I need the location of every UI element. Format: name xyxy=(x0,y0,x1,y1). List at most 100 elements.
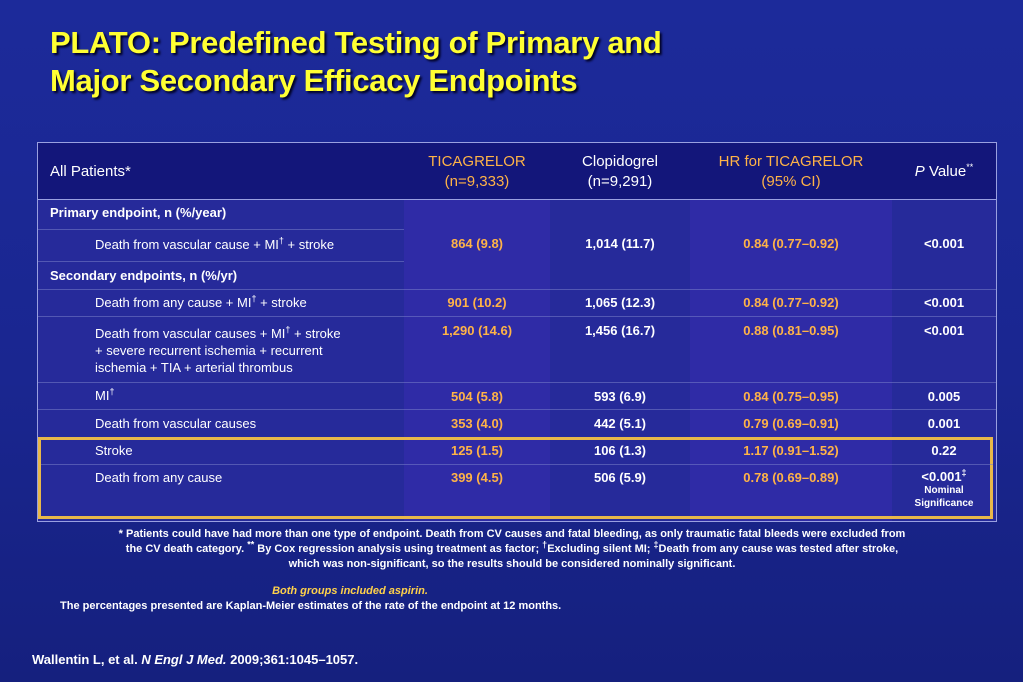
row-1-clopidogrel: 1,065 (12.3) xyxy=(584,295,656,310)
citation-journal: N Engl J Med. xyxy=(141,652,227,667)
slide-title-line-1: PLATO: Predefined Testing of Primary and xyxy=(50,25,662,60)
header-p-value: P Value** xyxy=(892,162,996,182)
row-mi-label: MI† xyxy=(95,386,115,403)
hr-column-band xyxy=(690,143,892,521)
header-hr-name: HR for TICAGRELOR xyxy=(718,153,864,170)
row-divider xyxy=(41,464,993,465)
row-any-death-label: Death from any cause xyxy=(95,470,223,485)
footnote-text: Excluding silent MI; xyxy=(547,543,654,555)
header-all-patients: All Patients* xyxy=(50,163,131,180)
citation-details: 2009;361:1045–1057. xyxy=(226,652,359,667)
footnote-text: By Cox regression analysis using treatme… xyxy=(254,543,543,555)
header-clopidogrel-name: Clopidogrel xyxy=(582,153,658,170)
p-value-text: <0.001‡ xyxy=(892,467,996,484)
primary-section-label: Primary endpoint, n (%/year) xyxy=(50,205,227,220)
header-clopidogrel-n: (n=9,291) xyxy=(587,173,653,190)
row-divider xyxy=(38,382,996,383)
header-p-italic: P xyxy=(914,163,925,180)
header-ticagrelor: TICAGRELOR (n=9,333) xyxy=(404,152,550,192)
aspirin-note: Both groups included aspirin. xyxy=(272,585,428,597)
row-3-p-value: 0.005 xyxy=(927,389,961,404)
row-0-p-value: <0.001 xyxy=(923,236,965,251)
row-2-p-value: <0.001 xyxy=(923,323,965,338)
header-hazard-ratio: HR for TICAGRELOR (95% CI) xyxy=(690,152,892,192)
row-2-hazard-ratio: 0.88 (0.81–0.95) xyxy=(743,323,839,338)
row-4-clopidogrel: 442 (5.1) xyxy=(593,416,647,431)
label-line-3: ischemia + TIA + arterial thrombus xyxy=(95,360,293,375)
row-1-p-value: <0.001 xyxy=(923,295,965,310)
row-0-hazard-ratio: 0.84 (0.77–0.92) xyxy=(743,236,839,251)
row-1-hazard-ratio: 0.84 (0.77–0.92) xyxy=(743,295,839,310)
label-text: MI xyxy=(95,388,110,403)
row-3-hazard-ratio: 0.84 (0.75–0.95) xyxy=(743,389,839,404)
header-clopidogrel: Clopidogrel (n=9,291) xyxy=(550,152,690,192)
table-header: All Patients* TICAGRELOR (n=9,333) Clopi… xyxy=(38,143,996,200)
footnote-text: the CV death category. xyxy=(125,543,248,555)
label-text: + stroke xyxy=(256,295,307,310)
row-divider xyxy=(38,316,996,317)
p-value-sup: ‡ xyxy=(961,467,967,478)
slide-title-line-2: Major Secondary Efficacy Endpoints xyxy=(50,63,578,98)
footnote-text: Death from any cause was tested after st… xyxy=(658,543,899,555)
row-5-p-value: 0.22 xyxy=(931,443,957,458)
row-secondary-any-cause-composite-label: Death from any cause + MI† + stroke xyxy=(95,293,307,310)
label-line-1: Death from vascular causes + MI† + strok… xyxy=(95,325,341,342)
footnote-line-2: the CV death category. ** By Cox regress… xyxy=(40,539,984,557)
label-text: Death from any cause + MI xyxy=(95,295,252,310)
label-sup: † xyxy=(109,386,115,397)
row-4-hazard-ratio: 0.79 (0.69–0.91) xyxy=(743,416,839,431)
header-p-rest: Value xyxy=(924,163,967,180)
row-2-ticagrelor: 1,290 (14.6) xyxy=(441,323,513,338)
footnote: * Patients could have had more than one … xyxy=(40,527,984,572)
slide-title: PLATO: Predefined Testing of Primary and… xyxy=(50,24,950,100)
row-6-hazard-ratio: 0.78 (0.69–0.89) xyxy=(743,470,839,485)
row-6-p-value: <0.001‡ Nominal Significance xyxy=(892,467,996,510)
ticagrelor-column-band xyxy=(404,143,550,521)
results-table: All Patients* TICAGRELOR (n=9,333) Clopi… xyxy=(37,142,997,522)
row-secondary-extended-composite-label: Death from vascular causes + MI† + strok… xyxy=(95,325,341,376)
row-vascular-death-label: Death from vascular causes xyxy=(95,416,257,431)
header-p-sup: ** xyxy=(966,162,974,172)
footnote-line-1: * Patients could have had more than one … xyxy=(118,528,906,540)
header-ticagrelor-n: (n=9,333) xyxy=(444,173,510,190)
footnote-sup: † xyxy=(542,539,548,550)
row-divider xyxy=(38,229,404,230)
row-3-ticagrelor: 504 (5.8) xyxy=(450,389,504,404)
row-stroke-label: Stroke xyxy=(95,443,133,458)
highlight-box xyxy=(38,437,993,519)
header-hr-ci: (95% CI) xyxy=(761,173,821,190)
row-0-ticagrelor: 864 (9.8) xyxy=(450,236,504,251)
label-text: Death from vascular causes + MI xyxy=(95,326,286,341)
label-text: + stroke xyxy=(283,237,335,252)
citation: Wallentin L, et al. N Engl J Med. 2009;3… xyxy=(32,652,632,667)
nominal-significance-line-1: Nominal xyxy=(924,485,964,496)
row-0-clopidogrel: 1,014 (11.7) xyxy=(585,236,655,251)
row-3-clopidogrel: 593 (6.9) xyxy=(593,389,647,404)
footnote-sup: ‡ xyxy=(653,539,659,550)
row-primary-composite-label: Death from vascular cause + MI† + stroke xyxy=(95,235,335,252)
row-6-ticagrelor: 399 (4.5) xyxy=(450,470,504,485)
footnote-line-3: which was non-significant, so the result… xyxy=(288,558,736,570)
header-ticagrelor-name: TICAGRELOR xyxy=(428,153,526,170)
row-4-ticagrelor: 353 (4.0) xyxy=(450,416,504,431)
row-5-clopidogrel: 106 (1.3) xyxy=(593,443,647,458)
label-sup: † xyxy=(278,235,284,246)
row-2-clopidogrel: 1,456 (16.7) xyxy=(584,323,656,338)
nominal-significance-line-2: Significance xyxy=(914,498,974,509)
p-value-number: <0.001 xyxy=(921,469,962,484)
label-sup: † xyxy=(285,324,291,335)
row-divider xyxy=(38,289,996,290)
row-5-hazard-ratio: 1.17 (0.91–1.52) xyxy=(743,443,839,458)
label-text: Death from vascular cause + MI xyxy=(95,237,279,252)
row-4-p-value: 0.001 xyxy=(927,416,961,431)
label-text: + stroke xyxy=(290,326,341,341)
row-divider xyxy=(38,261,404,262)
label-line-2: + severe recurrent ischemia + recurrent xyxy=(95,343,323,358)
label-sup: † xyxy=(251,293,257,304)
row-5-ticagrelor: 125 (1.5) xyxy=(450,443,504,458)
secondary-section-label: Secondary endpoints, n (%/yr) xyxy=(50,268,238,283)
row-1-ticagrelor: 901 (10.2) xyxy=(447,295,507,310)
footnote-sup: ** xyxy=(247,539,255,550)
kaplan-meier-note: The percentages presented are Kaplan-Mei… xyxy=(60,600,562,612)
row-6-clopidogrel: 506 (5.9) xyxy=(593,470,647,485)
